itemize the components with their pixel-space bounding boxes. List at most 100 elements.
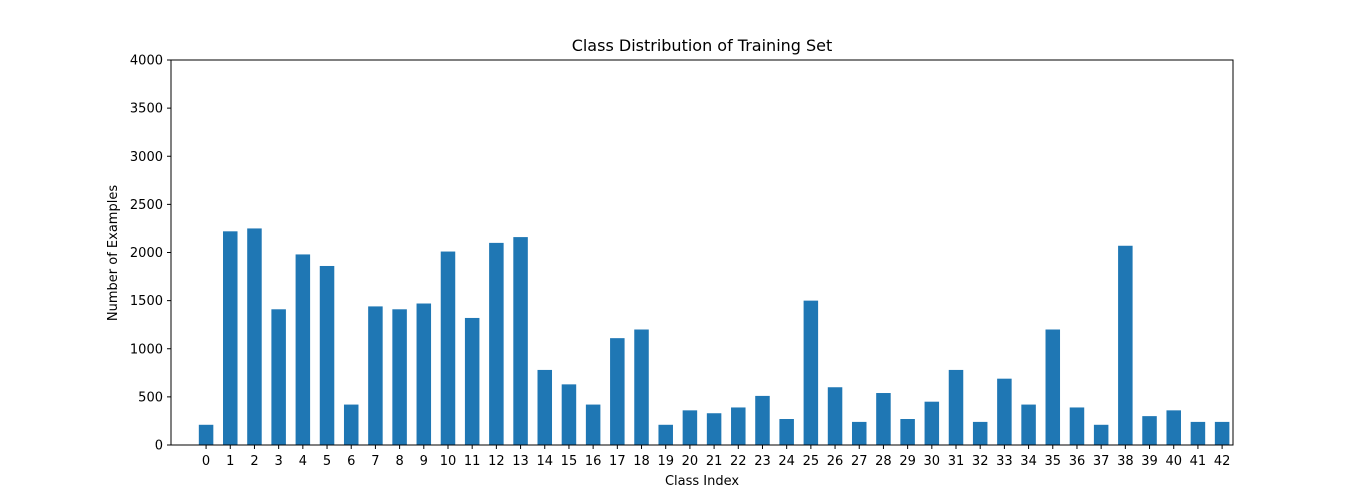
- x-tick-label-29: 29: [899, 454, 916, 469]
- bar-8: [392, 309, 407, 445]
- x-tick-label-3: 3: [275, 454, 283, 469]
- bar-27: [851, 421, 867, 445]
- bar-12: [489, 242, 504, 446]
- x-tick-label-27: 27: [851, 454, 868, 469]
- bar-30: [924, 401, 940, 445]
- y-tick-label-3000: 3000: [130, 150, 163, 165]
- x-tick-label-31: 31: [948, 454, 965, 469]
- bar-41: [1190, 421, 1206, 445]
- x-tick-label-13: 13: [512, 454, 529, 469]
- x-tick-label-41: 41: [1190, 454, 1207, 469]
- bar-17: [610, 338, 625, 445]
- bar-18: [634, 329, 649, 445]
- x-tick-label-14: 14: [536, 454, 553, 469]
- x-tick-label-32: 32: [972, 454, 989, 469]
- bar-11: [464, 317, 480, 445]
- x-tick-label-28: 28: [875, 454, 892, 469]
- bar-14: [537, 369, 553, 445]
- bar-29: [900, 419, 915, 445]
- bar-0: [198, 424, 214, 445]
- x-tick-label-21: 21: [706, 454, 723, 469]
- bar-40: [1166, 410, 1181, 445]
- x-tick-label-11: 11: [464, 454, 481, 469]
- bar-32: [972, 421, 988, 445]
- x-tick-label-6: 6: [347, 454, 355, 469]
- x-tick-label-26: 26: [827, 454, 844, 469]
- bar-10: [440, 251, 456, 445]
- bar-21: [706, 413, 722, 445]
- x-tick-label-1: 1: [226, 454, 234, 469]
- chart-title: Class Distribution of Training Set: [572, 36, 833, 55]
- bar-16: [585, 404, 601, 445]
- bar-15: [561, 384, 577, 445]
- bar-38: [1118, 245, 1133, 445]
- bar-20: [682, 410, 698, 445]
- bar-4: [295, 254, 311, 445]
- bar-22: [731, 407, 746, 445]
- x-tick-label-38: 38: [1117, 454, 1134, 469]
- x-tick-label-30: 30: [924, 454, 941, 469]
- bar-24: [779, 419, 794, 445]
- x-tick-label-10: 10: [440, 454, 457, 469]
- x-tick-label-39: 39: [1141, 454, 1158, 469]
- bar-42: [1214, 421, 1230, 445]
- x-tick-label-16: 16: [585, 454, 602, 469]
- bar-3: [271, 309, 286, 445]
- x-tick-label-17: 17: [609, 454, 626, 469]
- y-tick-label-4000: 4000: [130, 54, 163, 69]
- bar-39: [1142, 416, 1157, 446]
- bar-35: [1045, 329, 1061, 445]
- x-tick-label-37: 37: [1093, 454, 1110, 469]
- x-tick-label-9: 9: [420, 454, 428, 469]
- plot-frame: [170, 59, 1234, 446]
- bar-2: [247, 228, 262, 445]
- y-tick-label-2500: 2500: [130, 198, 163, 213]
- bar-26: [827, 387, 843, 445]
- x-tick-label-35: 35: [1045, 454, 1062, 469]
- bar-19: [658, 424, 673, 445]
- x-tick-label-20: 20: [682, 454, 699, 469]
- x-axis-label: Class Index: [665, 474, 739, 489]
- x-tick-label-22: 22: [730, 454, 747, 469]
- bar-34: [1021, 404, 1036, 445]
- x-tick-label-36: 36: [1069, 454, 1086, 469]
- x-tick-label-5: 5: [323, 454, 331, 469]
- bar-1: [223, 231, 238, 445]
- x-tick-label-42: 42: [1214, 454, 1231, 469]
- y-tick-label-3500: 3500: [130, 102, 163, 117]
- x-tick-label-8: 8: [395, 454, 403, 469]
- x-tick-label-25: 25: [803, 454, 820, 469]
- bar-7: [368, 306, 383, 445]
- bar-31: [948, 369, 964, 445]
- x-tick-label-7: 7: [371, 454, 379, 469]
- x-tick-label-33: 33: [996, 454, 1013, 469]
- y-tick-label-0: 0: [155, 439, 163, 454]
- x-tick-label-2: 2: [250, 454, 258, 469]
- y-tick-label-500: 500: [138, 390, 163, 405]
- bar-6: [343, 404, 359, 445]
- x-tick-label-34: 34: [1020, 454, 1037, 469]
- x-tick-label-15: 15: [561, 454, 578, 469]
- bar-13: [513, 237, 528, 445]
- bar-5: [319, 265, 335, 445]
- x-tick-label-19: 19: [657, 454, 674, 469]
- bar-9: [416, 303, 432, 445]
- bar-25: [803, 300, 819, 446]
- bar-33: [997, 378, 1012, 445]
- x-tick-label-4: 4: [299, 454, 307, 469]
- y-tick-label-1000: 1000: [130, 342, 163, 357]
- x-tick-label-24: 24: [778, 454, 795, 469]
- x-tick-label-40: 40: [1165, 454, 1182, 469]
- bar-28: [876, 393, 891, 445]
- x-tick-label-18: 18: [633, 454, 650, 469]
- y-axis-label: Number of Examples: [106, 185, 121, 321]
- x-tick-label-23: 23: [754, 454, 771, 469]
- bar-23: [755, 395, 770, 445]
- x-tick-label-12: 12: [488, 454, 505, 469]
- x-tick-label-0: 0: [202, 454, 210, 469]
- y-tick-label-2000: 2000: [130, 246, 163, 261]
- bar-36: [1069, 407, 1085, 445]
- y-tick-label-1500: 1500: [130, 294, 163, 309]
